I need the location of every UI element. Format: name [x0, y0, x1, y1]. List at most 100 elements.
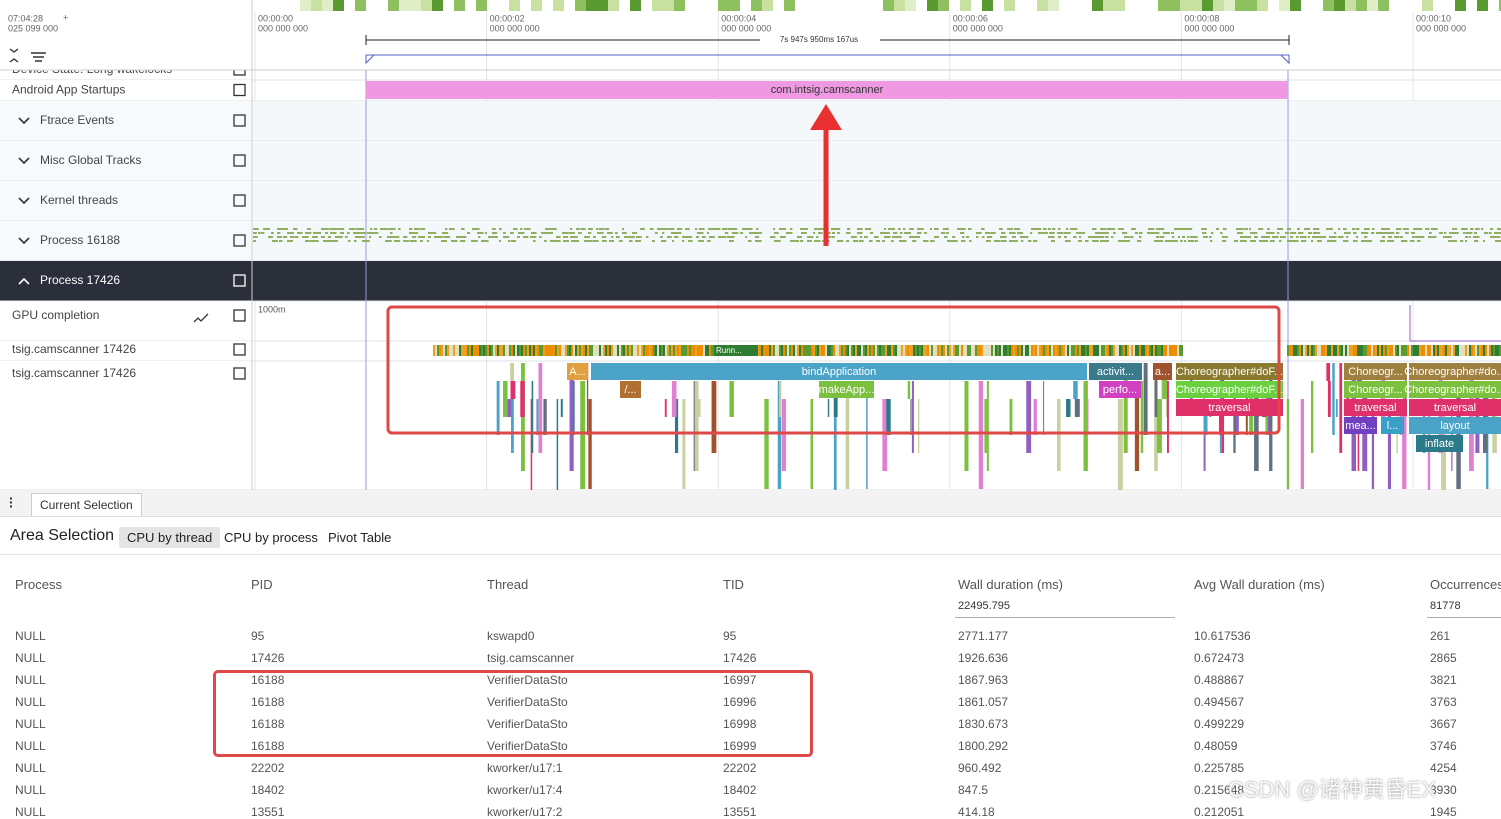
- slice[interactable]: [819, 381, 874, 398]
- checkbox[interactable]: [233, 83, 246, 97]
- thread-state: [611, 345, 613, 356]
- slice[interactable]: [1409, 399, 1501, 416]
- slice[interactable]: [1176, 381, 1283, 398]
- subtab[interactable]: CPU by process: [224, 530, 318, 545]
- total: 22495.795: [958, 600, 1010, 612]
- table-cell: 3746: [1430, 739, 1457, 753]
- thread-state: [945, 345, 947, 356]
- thread-dash: [749, 232, 755, 234]
- thread-state: [623, 345, 625, 356]
- thread-dash: [671, 232, 678, 234]
- thread-dash: [478, 236, 481, 238]
- track-name[interactable]: tsig.camscanner 17426: [12, 366, 136, 380]
- slice-sliver: [1117, 399, 1123, 490]
- checkbox[interactable]: [233, 234, 246, 247]
- thread-state: [1293, 345, 1295, 356]
- checkbox[interactable]: [233, 343, 246, 356]
- column-header[interactable]: Thread: [487, 577, 529, 592]
- track-name[interactable]: Android App Startups: [12, 83, 125, 97]
- thread-state: [649, 345, 651, 356]
- thread-dash: [1280, 236, 1286, 238]
- track-name[interactable]: Kernel threads: [40, 193, 118, 207]
- checkbox[interactable]: [233, 114, 246, 127]
- slice[interactable]: [1344, 417, 1377, 434]
- subtab[interactable]: CPU by thread: [119, 527, 221, 548]
- chevron[interactable]: [18, 197, 30, 205]
- slice[interactable]: [620, 381, 641, 398]
- slice[interactable]: [1344, 399, 1407, 416]
- thread-dash: [804, 232, 807, 234]
- slice[interactable]: [1344, 381, 1407, 398]
- slice[interactable]: [567, 363, 588, 380]
- thread-dash: [1012, 236, 1016, 238]
- thread-state: [1117, 345, 1119, 356]
- thread-dash: [869, 240, 873, 242]
- thread-dash: [857, 228, 863, 230]
- slice-sliver: [911, 381, 914, 453]
- slice[interactable]: [1409, 363, 1501, 380]
- collapse-icon[interactable]: [9, 48, 19, 63]
- track-name[interactable]: Ftrace Events: [40, 113, 114, 127]
- track-name[interactable]: Process 16188: [40, 233, 120, 247]
- chevron[interactable]: [18, 277, 30, 285]
- thread-dash: [729, 240, 734, 242]
- slice[interactable]: [1381, 417, 1404, 434]
- chevron[interactable]: [18, 117, 30, 125]
- thread-dash: [960, 232, 965, 234]
- column-header[interactable]: Occurrences: [1430, 577, 1501, 592]
- startup-slice[interactable]: [366, 81, 1288, 99]
- thread-dash: [576, 228, 581, 230]
- slice[interactable]: [1344, 363, 1407, 380]
- subtab[interactable]: Pivot Table: [328, 530, 392, 545]
- thread-state: [501, 345, 503, 356]
- thread-state: [1341, 345, 1343, 356]
- thread-state: [1457, 345, 1459, 356]
- thread-dash: [696, 236, 700, 238]
- thread-state: [1131, 345, 1133, 356]
- thread-dash: [1263, 240, 1269, 242]
- slice[interactable]: [591, 363, 1087, 380]
- track-name[interactable]: tsig.camscanner 17426: [12, 342, 136, 356]
- thread-dash: [287, 240, 293, 242]
- thread-state: [1481, 345, 1483, 356]
- thread-state: [1115, 345, 1117, 356]
- track-name[interactable]: Process 17426: [40, 273, 120, 287]
- slice[interactable]: [1089, 363, 1142, 380]
- track-name[interactable]: Misc Global Tracks: [40, 153, 141, 167]
- checkbox[interactable]: [233, 367, 246, 380]
- thread-dash: [447, 236, 451, 238]
- slice[interactable]: [1409, 381, 1501, 398]
- slice[interactable]: [1176, 363, 1283, 380]
- checkbox[interactable]: [233, 154, 246, 167]
- column-header[interactable]: PID: [251, 577, 273, 592]
- tab[interactable]: Current Selection: [31, 493, 142, 516]
- add-button[interactable]: +: [63, 12, 68, 22]
- slice[interactable]: [1153, 363, 1172, 380]
- column-header[interactable]: Process: [15, 577, 62, 592]
- thread-state: [833, 345, 835, 356]
- column-header[interactable]: Avg Wall duration (ms): [1194, 577, 1325, 592]
- slice[interactable]: [1416, 435, 1463, 452]
- thread-state: [1119, 345, 1121, 356]
- chevron[interactable]: [18, 157, 30, 165]
- slice[interactable]: [1099, 381, 1141, 398]
- thread-dash: [581, 228, 586, 230]
- thread-dash: [1410, 240, 1415, 242]
- checkbox[interactable]: [233, 274, 246, 287]
- chevron[interactable]: [18, 237, 30, 245]
- menu-icon[interactable]: [31, 52, 46, 62]
- slice[interactable]: [1176, 399, 1283, 416]
- column-header[interactable]: Wall duration (ms): [958, 577, 1063, 592]
- track-name[interactable]: GPU completion: [12, 308, 99, 322]
- slice[interactable]: [1409, 417, 1501, 434]
- checkbox[interactable]: [233, 194, 246, 207]
- thread-dash: [1353, 240, 1358, 242]
- thread-state: [1129, 345, 1131, 356]
- thread-dash: [635, 240, 641, 242]
- column-header[interactable]: TID: [723, 577, 744, 592]
- tab-menu[interactable]: · · ·: [9, 490, 14, 514]
- thread-dash: [340, 232, 345, 234]
- checkbox[interactable]: [233, 309, 246, 322]
- thread-dash: [773, 228, 776, 230]
